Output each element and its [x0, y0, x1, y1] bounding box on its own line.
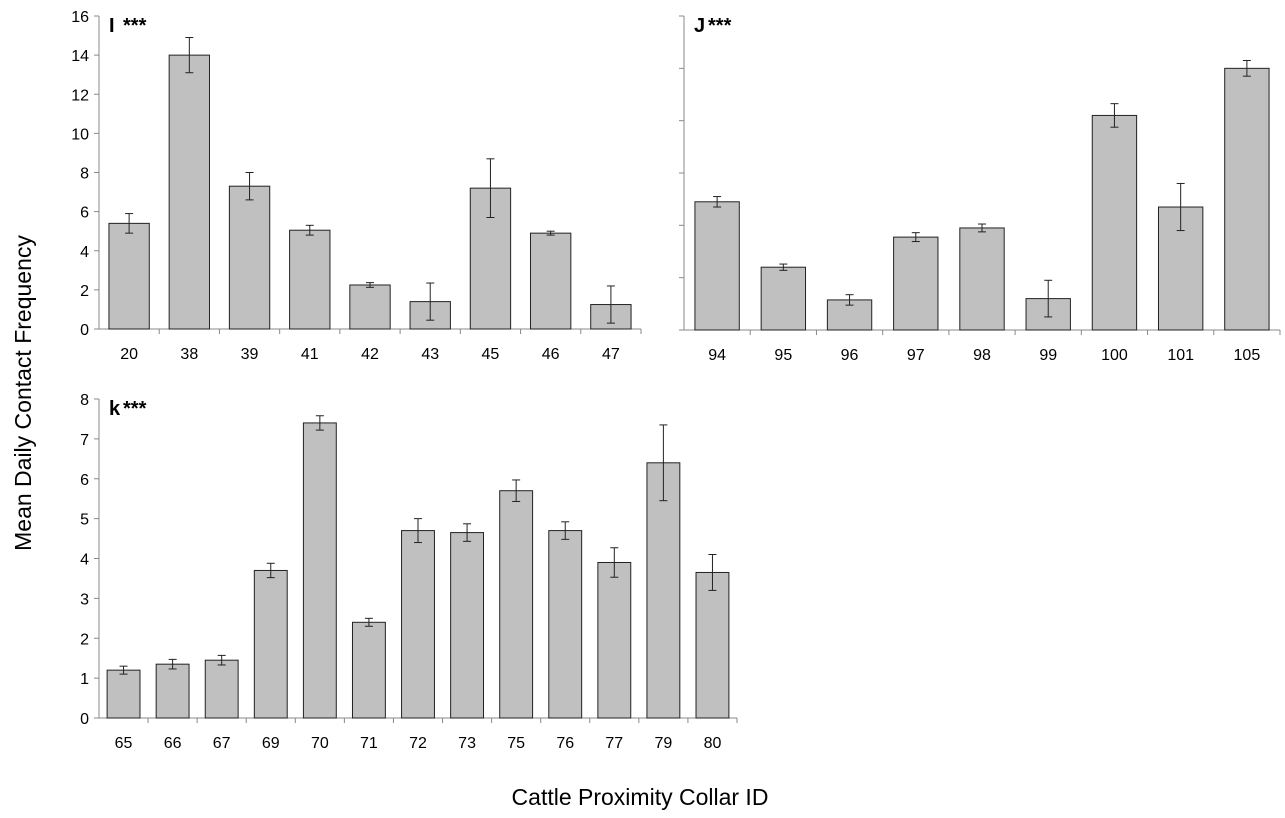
y-tick-label: 4 [80, 552, 89, 569]
x-tick-label: 79 [654, 735, 672, 752]
bar [155, 663, 190, 719]
x-tick-label: 99 [1039, 347, 1057, 364]
significance-marker: *** [708, 15, 732, 37]
y-tick-label: 1 [80, 671, 89, 688]
bar [228, 185, 271, 330]
y-tick-label: 16 [71, 9, 89, 26]
y-tick-label: 6 [80, 472, 89, 489]
bar [1224, 67, 1270, 331]
significance-marker: *** [123, 398, 147, 420]
x-tick-label: 46 [542, 346, 560, 363]
bar [548, 530, 583, 719]
x-tick-label: 95 [774, 347, 792, 364]
y-tick-label: 8 [80, 166, 89, 183]
y-tick-label: 14 [71, 48, 89, 65]
bar [450, 532, 485, 719]
bar [302, 422, 337, 719]
x-tick-label: 67 [213, 735, 231, 752]
bar [1157, 206, 1204, 331]
panel-j: 94 95 96 97 98 99 100 101 105 J *** [679, 15, 1281, 364]
panel-label: k [109, 398, 121, 420]
x-tick-label: 42 [361, 346, 379, 363]
bar [529, 232, 572, 330]
bar [253, 569, 288, 719]
x-tick-label: 80 [704, 735, 722, 752]
x-tick-label: 96 [841, 347, 859, 364]
bar [694, 201, 740, 331]
y-tick-label: 7 [80, 432, 89, 449]
y-tick-label: 2 [80, 631, 89, 648]
x-tick-label: 100 [1101, 347, 1128, 364]
y-axis-label: Mean Daily Contact Frequency [10, 235, 36, 551]
bar [108, 222, 150, 330]
bar [401, 530, 435, 719]
bar [349, 284, 391, 330]
x-tick-label: 20 [120, 346, 138, 363]
x-tick-label: 43 [421, 346, 439, 363]
y-tick-label: 2 [80, 283, 89, 300]
bar [760, 266, 807, 331]
x-tick-label: 71 [360, 735, 378, 752]
y-tick-label: 12 [71, 87, 89, 104]
x-tick-label: 77 [605, 735, 623, 752]
x-tick-label: 94 [708, 347, 726, 364]
bar [351, 621, 386, 719]
x-tick-label: 65 [115, 735, 133, 752]
x-tick-label: 70 [311, 735, 329, 752]
x-tick-label: 66 [164, 735, 182, 752]
x-tick-label: 105 [1234, 347, 1261, 364]
y-tick-label: 0 [80, 711, 89, 728]
x-tick-label: 97 [907, 347, 925, 364]
y-tick-label: 5 [80, 512, 89, 529]
x-tick-label: 76 [556, 735, 574, 752]
bar [499, 490, 534, 719]
bar [168, 54, 211, 330]
y-tick-label: 4 [80, 244, 89, 261]
significance-marker: *** [123, 15, 147, 37]
y-tick-label: 0 [80, 322, 89, 339]
x-tick-label: 73 [458, 735, 476, 752]
bar [597, 561, 632, 719]
y-tick-label: 3 [80, 591, 89, 608]
bar [204, 659, 239, 719]
panel-label: J [694, 15, 705, 37]
bar [289, 229, 331, 330]
x-tick-label: 38 [180, 346, 198, 363]
y-tick-label: 10 [71, 126, 89, 143]
x-tick-label: 47 [602, 346, 620, 363]
x-tick-label: 98 [973, 347, 991, 364]
bar [893, 236, 939, 331]
bar [695, 571, 730, 719]
x-tick-label: 72 [409, 735, 427, 752]
x-axis-label: Cattle Proximity Collar ID [512, 784, 769, 810]
y-tick-label: 6 [80, 205, 89, 222]
x-tick-label: 69 [262, 735, 280, 752]
bar [1091, 114, 1138, 331]
panel-label: I [109, 15, 115, 37]
x-tick-label: 45 [482, 346, 500, 363]
x-tick-label: 41 [301, 346, 319, 363]
x-tick-label: 101 [1167, 347, 1194, 364]
x-tick-label: 75 [507, 735, 525, 752]
bar [106, 669, 141, 719]
x-tick-label: 39 [241, 346, 259, 363]
bar [959, 227, 1005, 331]
y-tick-label: 8 [80, 392, 89, 409]
